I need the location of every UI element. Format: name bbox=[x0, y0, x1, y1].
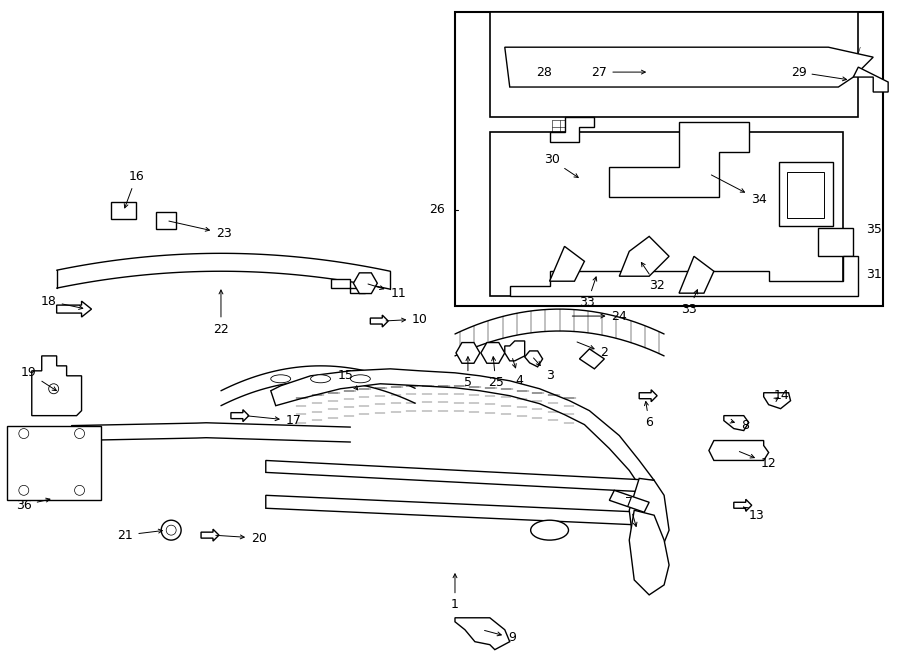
Text: 35: 35 bbox=[866, 223, 882, 236]
Polygon shape bbox=[157, 212, 176, 229]
Ellipse shape bbox=[310, 375, 330, 383]
Polygon shape bbox=[709, 440, 769, 461]
Text: 34: 34 bbox=[711, 175, 767, 206]
Text: 25: 25 bbox=[488, 357, 504, 389]
Text: 19: 19 bbox=[21, 366, 57, 391]
Text: 36: 36 bbox=[16, 498, 50, 512]
Polygon shape bbox=[509, 256, 859, 296]
Polygon shape bbox=[57, 301, 92, 317]
Polygon shape bbox=[550, 117, 594, 142]
Polygon shape bbox=[550, 247, 584, 281]
Text: 21: 21 bbox=[118, 529, 162, 541]
Circle shape bbox=[75, 485, 85, 495]
Text: 24: 24 bbox=[572, 309, 627, 323]
Text: 29: 29 bbox=[791, 65, 847, 81]
Text: 16: 16 bbox=[124, 170, 144, 208]
Text: 33: 33 bbox=[580, 277, 597, 309]
Text: 8: 8 bbox=[730, 419, 749, 432]
Polygon shape bbox=[629, 479, 669, 565]
Polygon shape bbox=[679, 256, 714, 293]
Text: 13: 13 bbox=[743, 507, 764, 522]
Text: 18: 18 bbox=[40, 295, 83, 309]
Polygon shape bbox=[525, 351, 543, 367]
Polygon shape bbox=[354, 273, 377, 293]
Bar bbox=[7, 426, 102, 500]
Polygon shape bbox=[32, 356, 82, 416]
Polygon shape bbox=[481, 342, 505, 364]
Circle shape bbox=[19, 485, 29, 495]
Circle shape bbox=[161, 520, 181, 540]
Polygon shape bbox=[580, 349, 604, 369]
Text: 7: 7 bbox=[626, 496, 637, 526]
Polygon shape bbox=[609, 490, 649, 512]
Polygon shape bbox=[266, 495, 644, 525]
Polygon shape bbox=[639, 390, 657, 402]
Bar bbox=[787, 172, 824, 219]
Text: 28: 28 bbox=[536, 65, 552, 79]
Circle shape bbox=[166, 525, 176, 535]
Ellipse shape bbox=[271, 375, 291, 383]
Text: 20: 20 bbox=[216, 531, 266, 545]
Polygon shape bbox=[201, 529, 219, 541]
Polygon shape bbox=[456, 342, 480, 364]
Text: 12: 12 bbox=[740, 451, 777, 470]
Text: 14: 14 bbox=[774, 389, 789, 403]
Ellipse shape bbox=[350, 375, 370, 383]
Polygon shape bbox=[609, 122, 749, 196]
Text: 6: 6 bbox=[644, 401, 653, 429]
Polygon shape bbox=[505, 47, 873, 87]
Polygon shape bbox=[853, 67, 888, 92]
Polygon shape bbox=[619, 237, 669, 276]
Polygon shape bbox=[112, 202, 136, 219]
Text: 32: 32 bbox=[642, 262, 665, 292]
Text: 9: 9 bbox=[484, 631, 516, 644]
Circle shape bbox=[75, 428, 85, 438]
Bar bbox=[818, 229, 853, 256]
Bar bbox=[490, 132, 843, 296]
Text: 22: 22 bbox=[213, 290, 229, 336]
Bar bbox=[490, 13, 859, 117]
Text: 10: 10 bbox=[386, 313, 428, 326]
Polygon shape bbox=[455, 618, 509, 650]
Polygon shape bbox=[271, 369, 654, 488]
Text: 27: 27 bbox=[591, 65, 645, 79]
Circle shape bbox=[49, 384, 58, 394]
Polygon shape bbox=[724, 416, 749, 430]
Text: 1: 1 bbox=[451, 574, 459, 611]
Text: 4: 4 bbox=[512, 358, 524, 387]
Text: 2: 2 bbox=[577, 342, 608, 360]
Polygon shape bbox=[370, 315, 388, 327]
Text: 33: 33 bbox=[681, 290, 698, 316]
Polygon shape bbox=[764, 393, 790, 408]
Text: 15: 15 bbox=[338, 369, 358, 390]
Polygon shape bbox=[231, 410, 248, 422]
Text: 23: 23 bbox=[169, 221, 231, 240]
Text: 31: 31 bbox=[866, 268, 882, 281]
Text: 17: 17 bbox=[248, 414, 302, 427]
Ellipse shape bbox=[531, 520, 569, 540]
Text: 11: 11 bbox=[368, 284, 406, 299]
Circle shape bbox=[19, 428, 29, 438]
Text: 5: 5 bbox=[464, 357, 472, 389]
Polygon shape bbox=[266, 461, 654, 492]
Text: 26: 26 bbox=[429, 203, 445, 216]
Polygon shape bbox=[330, 279, 365, 293]
Bar bbox=[455, 13, 883, 306]
Bar bbox=[778, 162, 833, 227]
Polygon shape bbox=[629, 510, 669, 595]
Polygon shape bbox=[505, 341, 525, 361]
Text: 30: 30 bbox=[544, 153, 578, 178]
Polygon shape bbox=[734, 499, 752, 511]
Text: 3: 3 bbox=[534, 358, 554, 382]
